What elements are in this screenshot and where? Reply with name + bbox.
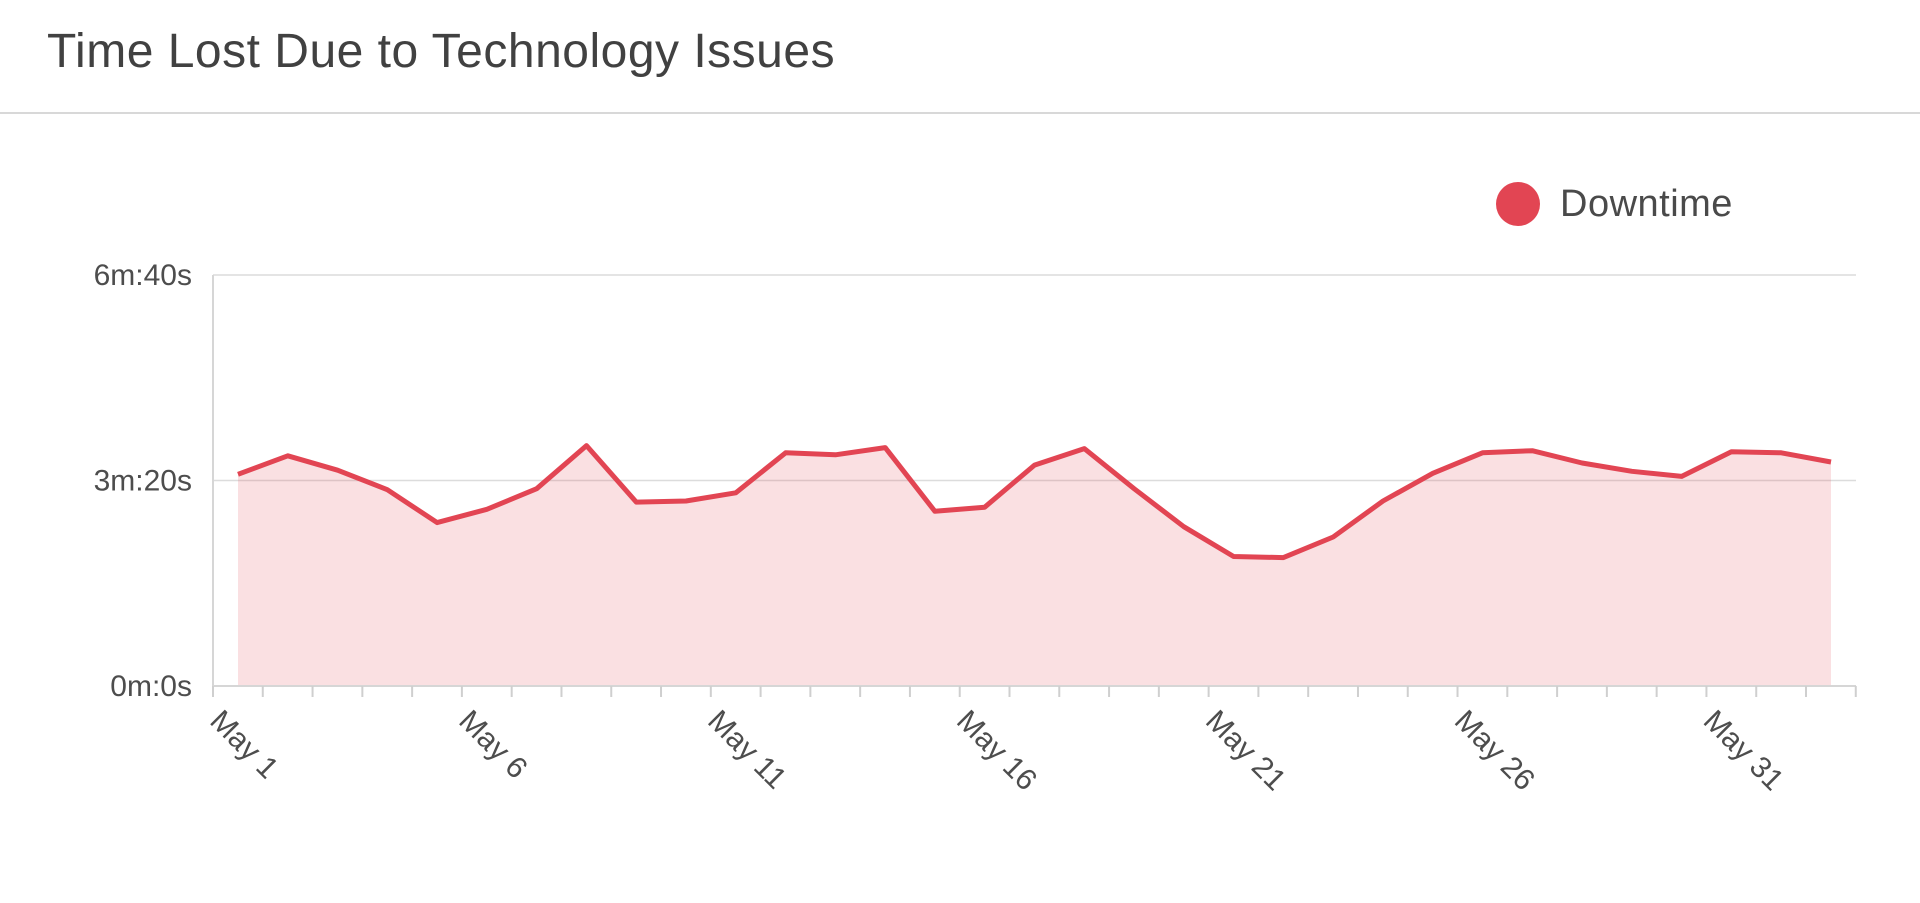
x-axis-label: May 31 (1697, 704, 1790, 797)
legend-dot-icon (1496, 182, 1540, 226)
axes (212, 275, 1856, 687)
downtime-line-series (237, 443, 1832, 561)
gridlines (213, 274, 1856, 482)
header-divider (0, 112, 1920, 114)
x-axis-label: May 16 (950, 704, 1043, 797)
y-axis-label: 3m:20s (94, 465, 192, 498)
downtime-area-fill (238, 445, 1831, 686)
x-axis-labels: May 1 May 6 May 11 May 16 May 21 May 26 May 31 (203, 704, 1789, 797)
y-axis-label: 0m:0s (110, 670, 192, 703)
x-axis-label: May 1 (203, 704, 284, 785)
y-axis-labels: 0m:0s 3m:20s 6m:40s (94, 259, 192, 703)
y-axis-label: 6m:40s (94, 259, 192, 292)
chart-title: Time Lost Due to Technology Issues (47, 25, 836, 78)
x-axis-label: May 26 (1448, 704, 1541, 797)
x-axis-label: May 21 (1199, 704, 1292, 797)
legend-item-downtime[interactable]: Downtime (1496, 182, 1733, 226)
legend-label: Downtime (1560, 182, 1733, 225)
x-axis-ticks (212, 686, 1857, 697)
x-axis-label: May 11 (701, 704, 792, 795)
x-axis-label: May 6 (452, 704, 533, 785)
